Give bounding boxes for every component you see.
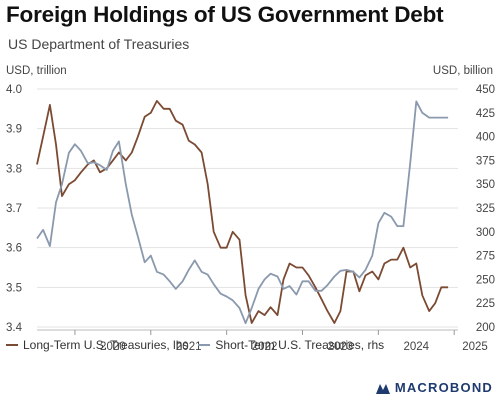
left-tick-label: 3.9 — [6, 124, 22, 136]
right-tick-label: 200 — [476, 322, 495, 334]
left-tick-label: 3.5 — [6, 282, 22, 294]
right-tick-label: 375 — [476, 155, 495, 167]
legend-swatch-short-term — [198, 344, 211, 346]
x-tick-label: 2022 — [252, 341, 278, 353]
left-tick-label: 3.7 — [6, 203, 22, 215]
x-tick-label: 2025 — [462, 341, 488, 353]
left-tick-label: 3.8 — [6, 163, 22, 175]
left-axis-unit: USD, trillion — [6, 65, 67, 77]
x-tick-label: 2023 — [328, 341, 354, 353]
right-tick-label: 275 — [476, 251, 495, 263]
legend-item-short-term: Short-Term U.S. Treasuries, rhs — [198, 338, 384, 352]
x-tick-label: 2021 — [176, 341, 202, 353]
x-tick-label: 2020 — [100, 341, 126, 353]
logo-text: MACROBOND — [394, 380, 493, 395]
legend-item-long-term: Long-Term U.S. Treasuries, lhs — [6, 338, 188, 352]
legend-label-short-term: Short-Term U.S. Treasuries, rhs — [215, 338, 385, 352]
chart-title: Foreign Holdings of US Government Debt — [6, 2, 444, 27]
right-tick-label: 400 — [476, 132, 495, 144]
right-axis-unit: USD, billion — [432, 65, 493, 77]
left-tick-label: 3.6 — [6, 243, 22, 255]
right-tick-label: 325 — [476, 203, 495, 215]
series-line-long-term — [36, 100, 449, 324]
macrobond-mark-icon — [375, 383, 390, 394]
legend-swatch-long-term — [6, 344, 18, 346]
macrobond-logo: MACROBOND — [375, 380, 493, 395]
series-line-short-term — [36, 100, 449, 325]
left-tick-label: 4.0 — [6, 84, 22, 96]
right-tick-label: 350 — [476, 179, 495, 191]
right-tick-label: 425 — [476, 108, 495, 120]
legend-label-long-term: Long-Term U.S. Treasuries, lhs — [23, 338, 189, 352]
right-tick-label: 300 — [476, 227, 495, 239]
right-tick-label: 250 — [476, 274, 495, 286]
chart-legend: Long-Term U.S. Treasuries, lhs Short-Ter… — [6, 338, 384, 352]
x-tick-label: 2024 — [403, 341, 429, 353]
right-tick-label: 450 — [476, 84, 495, 96]
chart-subtitle: US Department of Treasuries — [8, 36, 190, 52]
right-tick-label: 225 — [476, 298, 495, 310]
left-tick-label: 3.4 — [6, 322, 23, 334]
